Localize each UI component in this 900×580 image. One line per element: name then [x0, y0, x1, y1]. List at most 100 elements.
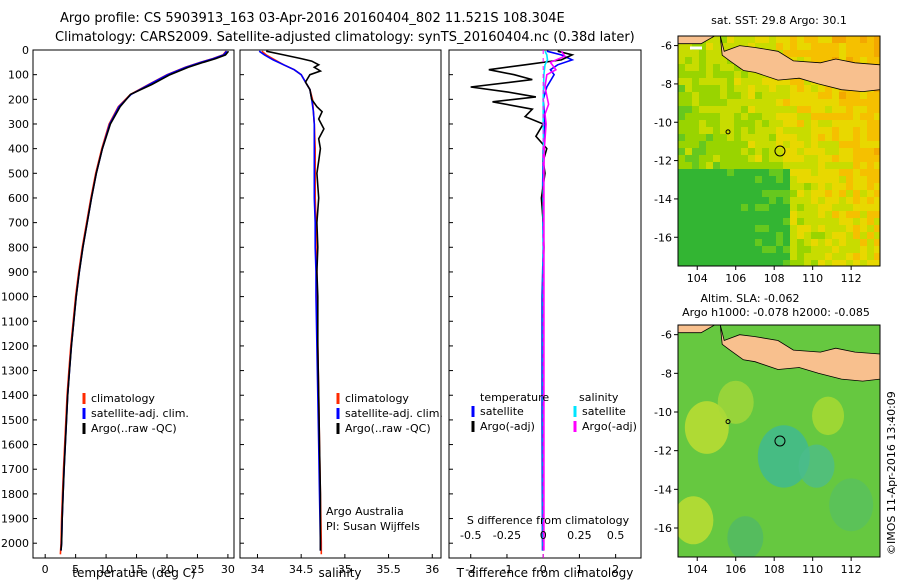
sst-cell	[867, 169, 874, 176]
sst-cell	[776, 155, 783, 162]
x-tick-label: 2	[612, 563, 619, 576]
sst-cell	[748, 120, 755, 127]
sst-cell	[727, 120, 734, 127]
sst-cell	[706, 50, 713, 57]
map-y-tick-label: -12	[654, 445, 672, 458]
sst-cell	[748, 113, 755, 120]
sst-cell	[839, 148, 846, 155]
sst-cell	[713, 106, 720, 113]
sst-cell	[685, 155, 692, 162]
sla-anomaly-blob	[678, 496, 714, 545]
sst-cell	[874, 169, 880, 176]
sst-cell	[699, 106, 706, 113]
sst-cell	[734, 218, 741, 225]
sst-cell	[706, 190, 713, 197]
sst-cell	[839, 218, 846, 225]
sst-cell	[790, 232, 797, 239]
sst-cell	[748, 85, 755, 92]
sst-cell	[846, 246, 853, 253]
map-x-tick-label: 104	[687, 563, 708, 576]
sst-cell	[846, 50, 853, 57]
sst-cell	[818, 253, 825, 260]
sst-cell	[685, 232, 692, 239]
sst-cell	[692, 253, 699, 260]
sst-cell	[727, 183, 734, 190]
sst-cell	[874, 246, 880, 253]
depth-tick-label: 1800	[1, 488, 29, 501]
sst-cell	[776, 106, 783, 113]
sst-cell	[776, 253, 783, 260]
sst-cell	[804, 176, 811, 183]
sst-cell	[734, 134, 741, 141]
sst-cell	[832, 162, 839, 169]
sst-cell	[692, 239, 699, 246]
depth-tick-label: 600	[8, 192, 29, 205]
sst-cell	[846, 141, 853, 148]
sst-cell	[713, 239, 720, 246]
sst-cell	[811, 106, 818, 113]
sst-cell	[706, 134, 713, 141]
x-tick-label: 34.5	[289, 563, 314, 576]
sst-cell	[713, 113, 720, 120]
difference-panel: -2 -1 0 1 2 T difference from climatology S …	[448, 49, 642, 580]
sst-cell	[741, 190, 748, 197]
sst-cell	[825, 232, 832, 239]
sst-cell	[755, 113, 762, 120]
sst-cell	[783, 85, 790, 92]
sst-cell	[797, 232, 804, 239]
sst-cell	[678, 99, 685, 106]
sst-cell	[839, 141, 846, 148]
sst-cell	[685, 120, 692, 127]
sst-cell	[839, 50, 846, 57]
sst-cell	[762, 162, 769, 169]
sst-cell	[755, 197, 762, 204]
sst-cell	[748, 211, 755, 218]
sst-cell	[720, 246, 727, 253]
sst-cell	[748, 253, 755, 260]
sst-cell	[755, 92, 762, 99]
sst-cell	[797, 155, 804, 162]
sst-cell	[867, 141, 874, 148]
sst-cell	[804, 225, 811, 232]
sst-cell	[713, 141, 720, 148]
sst-cell	[713, 183, 720, 190]
temperature-xlabel: temperature (deg C)	[72, 566, 195, 580]
sst-cell	[692, 232, 699, 239]
sst-cell	[713, 78, 720, 85]
sst-cell	[783, 190, 790, 197]
sst-cell	[692, 92, 699, 99]
sst-cell	[825, 246, 832, 253]
sst-cell	[706, 246, 713, 253]
sst-cell	[678, 246, 685, 253]
sst-cell	[797, 197, 804, 204]
sst-cell	[769, 99, 776, 106]
sst-cell	[867, 113, 874, 120]
sst-cell	[720, 64, 727, 71]
sst-cell	[685, 225, 692, 232]
sst-cell	[692, 197, 699, 204]
sst-cell	[853, 239, 860, 246]
s-diff-tick-label: -0.25	[493, 529, 521, 542]
sst-cell	[692, 141, 699, 148]
depth-tick-label: 1000	[1, 291, 29, 304]
sst-cell	[846, 190, 853, 197]
sst-cell	[762, 176, 769, 183]
sst-cell	[699, 232, 706, 239]
sst-cell	[811, 134, 818, 141]
sst-cell	[706, 218, 713, 225]
sst-cell	[790, 85, 797, 92]
x-tick-label: 25	[190, 563, 204, 576]
sst-cell	[825, 190, 832, 197]
sst-cell	[853, 57, 860, 64]
sst-cell	[678, 204, 685, 211]
sst-cell	[720, 36, 727, 43]
sst-cell	[678, 106, 685, 113]
sst-cell	[790, 197, 797, 204]
sst-cell	[776, 190, 783, 197]
temperature-lines	[59, 50, 230, 555]
sst-cell	[832, 106, 839, 113]
sst-cell	[811, 36, 818, 43]
sst-cell	[748, 71, 755, 78]
sst-cell	[853, 36, 860, 43]
sst-cell	[783, 120, 790, 127]
